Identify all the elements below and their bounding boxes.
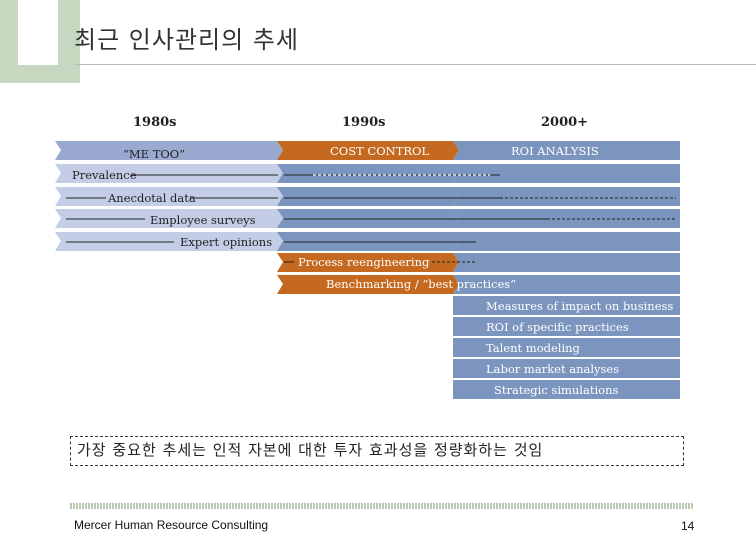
- footer-dotted-bar: [70, 503, 694, 509]
- row-bar-anecdotal-1990s: [277, 187, 459, 206]
- row-label-prevalence: Prevalence: [72, 168, 137, 182]
- row-label-talent: Talent modeling: [486, 341, 580, 355]
- decorative-white-notch: [18, 0, 58, 65]
- row-bar-surveys-1980s: [55, 209, 283, 228]
- row-bar-labor-2000s: [453, 359, 680, 378]
- row-bar-prevalence-1980s: [55, 164, 283, 183]
- row-bar-benchmarking-2000s: [453, 275, 680, 294]
- row-label-surveys: Employee surveys: [150, 213, 256, 227]
- header-label-2000s: ROI ANALYSIS: [511, 144, 599, 158]
- row-label-simulations: Strategic simulations: [494, 383, 619, 397]
- era-label-2000s: 2000+: [541, 115, 589, 130]
- row-label-impact: Measures of impact on business: [486, 299, 674, 313]
- row-bar-benchmarking-1990s: [277, 275, 459, 294]
- row-label-benchmarking: Benchmarking / “best practices”: [326, 277, 517, 291]
- row-bar-talent-2000s: [453, 338, 680, 357]
- title-underline: [74, 64, 756, 65]
- row-bar-reengineering-2000s: [453, 253, 680, 272]
- row-bar-reengineering-1990s: [277, 253, 459, 272]
- page-title: 최근 인사관리의 추세: [74, 26, 299, 54]
- page-number: 14: [681, 519, 695, 533]
- header-label-1990s: COST CONTROL: [330, 144, 430, 158]
- row-label-anecdotal: Anecdotal data: [108, 191, 196, 205]
- row-bar-anecdotal-2000s: [453, 187, 680, 206]
- era-label-1980s: 1980s: [133, 115, 177, 130]
- row-bar-impact-2000s: [453, 296, 680, 315]
- row-bar-prevalence-2000s: [453, 164, 680, 183]
- row-bar-prevalence-1990s: [277, 164, 459, 183]
- header-arrow-1980s: [55, 141, 283, 160]
- row-label-labor: Labor market analyses: [486, 362, 620, 376]
- era-label-1990s: 1990s: [342, 115, 386, 130]
- header-label-1980s: “ME TOO”: [123, 147, 186, 161]
- row-bar-anecdotal-1980s: [55, 187, 283, 206]
- row-bar-simulations-2000s: [453, 380, 680, 399]
- row-bar-opinions-2000s: [453, 232, 680, 251]
- header-arrow-1990s: [277, 141, 459, 160]
- footer-company: Mercer Human Resource Consulting: [74, 518, 269, 532]
- row-label-opinions: Expert opinions: [180, 235, 273, 249]
- row-label-roi: ROI of specific practices: [486, 320, 629, 334]
- header-arrow-2000s: [453, 141, 680, 160]
- key-insight-box: 가장 중요한 추세는 인적 자본에 대한 투자 효과성을 정량화하는 것임: [70, 436, 684, 466]
- row-label-reengineering: Process reengineering: [298, 255, 430, 269]
- row-bar-surveys-2000s: [453, 209, 680, 228]
- row-bar-roi-2000s: [453, 317, 680, 336]
